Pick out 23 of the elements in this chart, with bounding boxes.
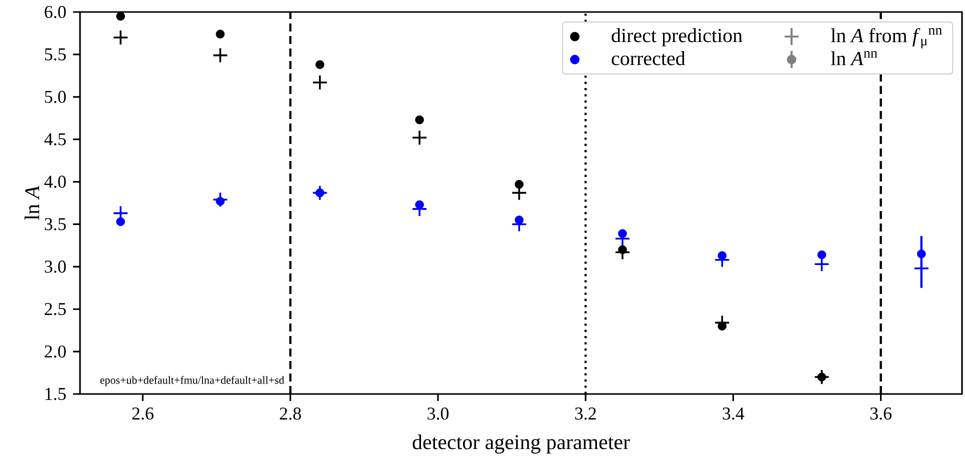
x-tick-label: 3.4 <box>722 408 744 420</box>
annotation: epos+ub+default+fmu/lna+default+all+sd <box>100 376 284 386</box>
legend-label: corrected <box>612 51 686 66</box>
y-tick-label: 6.0 <box>44 6 66 18</box>
y-tick-label: 4.5 <box>44 133 66 146</box>
y-tick-label: 4.0 <box>44 176 66 188</box>
x-tick-label: 3.6 <box>870 408 892 420</box>
x-axis-title: detector ageing parameter <box>412 434 630 454</box>
y-tick-label: 2.5 <box>44 303 66 316</box>
y-tick-label: 3.0 <box>44 260 66 273</box>
y-tick-label: 1.5 <box>46 388 66 400</box>
x-tick-label: 2.6 <box>132 408 154 420</box>
y-tick-label: 5.0 <box>45 90 66 103</box>
x-tick-label: 3.0 <box>428 408 449 420</box>
y-axis-title: ln A <box>24 186 40 220</box>
x-tick-label: 2.8 <box>280 408 301 420</box>
y-tick-label: 2.0 <box>44 345 66 358</box>
legend-label: direct prediction <box>612 28 742 46</box>
y-tick-label: 3.5 <box>44 218 66 230</box>
y-tick-label: 5.5 <box>45 48 66 60</box>
legend-label: ln A$^{nn}$ <box>831 51 878 66</box>
legend-label: ln A from f$_{μ}$nn <box>831 28 942 48</box>
x-tick-label: 3.2 <box>575 408 596 420</box>
